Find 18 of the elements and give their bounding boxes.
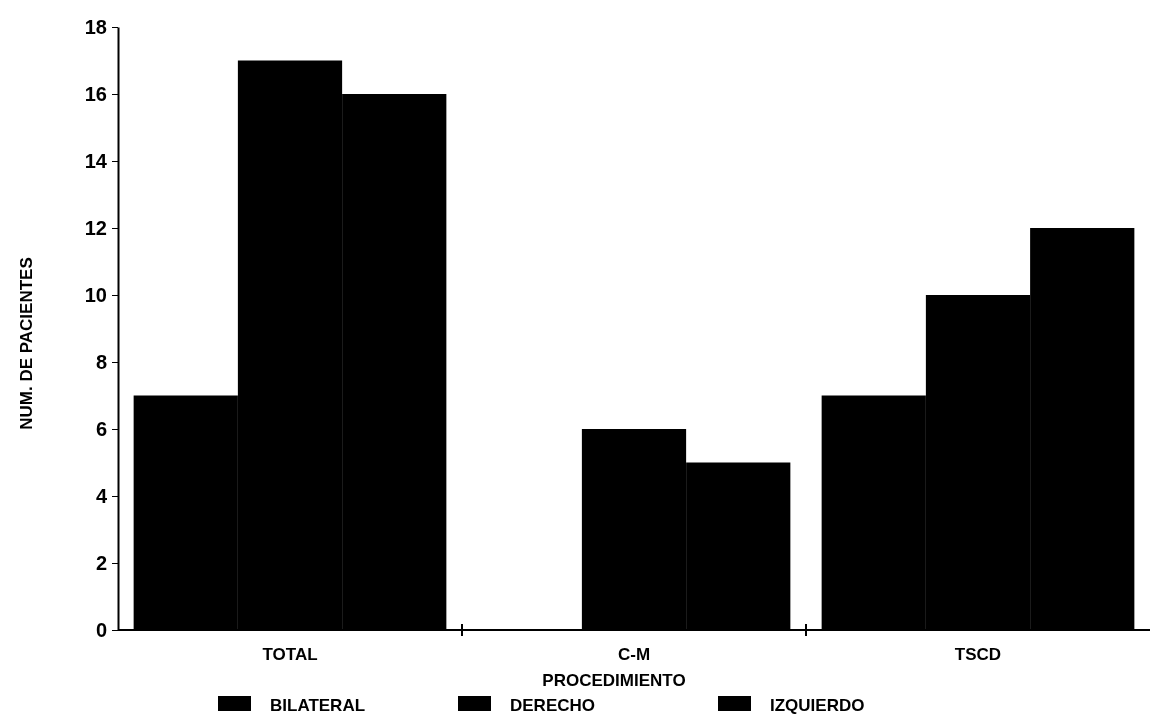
x-tick-label: TOTAL	[262, 645, 318, 664]
y-tick-label: 10	[84, 283, 107, 306]
y-tick-label: 12	[84, 216, 107, 239]
y-tick-label: 16	[84, 82, 107, 105]
y-tick-label: 4	[95, 484, 108, 507]
legend-label: DERECHO	[510, 696, 596, 715]
x-tick-label: C-M	[617, 645, 651, 664]
y-tick-label: 14	[84, 149, 108, 172]
x-tick-label: TSCD	[954, 645, 1002, 664]
y-tick-label: 6	[95, 417, 107, 440]
y-tick-label: 8	[95, 350, 107, 373]
y-tick-label: 18	[84, 15, 107, 38]
y-axis-title: NUM. DE PACIENTES	[17, 257, 36, 430]
legend-label: IZQUIERDO	[770, 696, 865, 715]
x-axis-title: PROCEDIMIENTO	[542, 671, 686, 690]
y-tick-label: 2	[95, 551, 107, 574]
y-tick-label: 0	[95, 618, 107, 641]
legend-label: BILATERAL	[270, 696, 366, 715]
